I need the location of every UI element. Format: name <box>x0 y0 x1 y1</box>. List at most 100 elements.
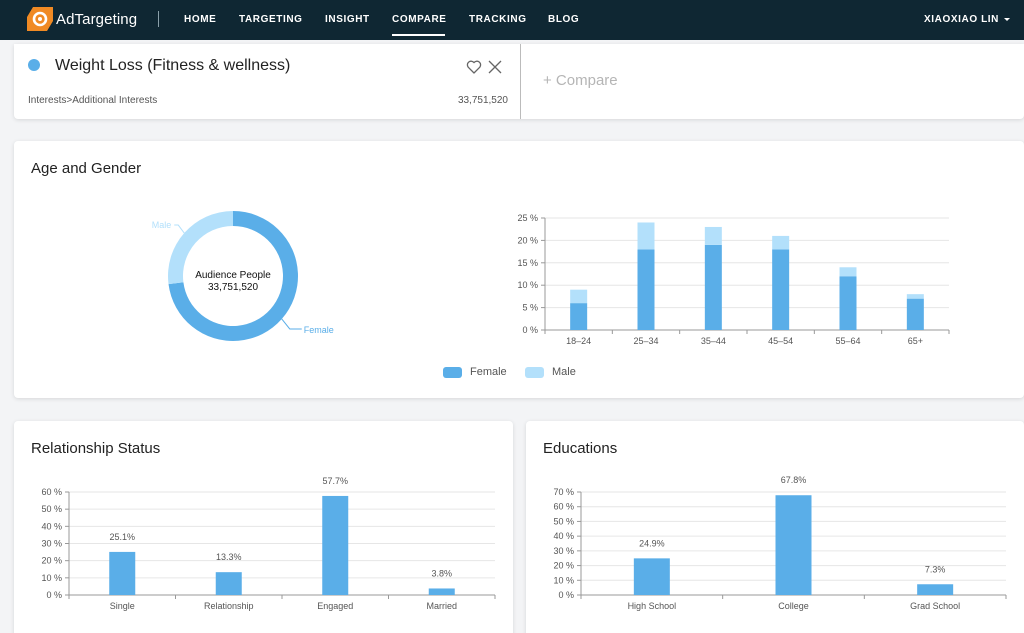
user-menu[interactable]: XIAOXIAO LIN <box>924 14 1010 25</box>
logo-icon <box>27 7 53 31</box>
y-tick-label: 15 % <box>517 258 538 268</box>
donut-label-male: Male <box>152 220 172 230</box>
y-tick-label: 25 % <box>517 213 538 223</box>
bar <box>322 495 349 595</box>
nav-divider <box>158 11 159 27</box>
y-tick-label: 60 % <box>553 502 574 512</box>
audience-path: Interests>Additional Interests <box>28 95 158 106</box>
bar-data-label: 67.8% <box>781 475 807 485</box>
bar <box>215 572 242 595</box>
top-navbar: AdTargeting HOME TARGETING INSIGHT COMPA… <box>0 0 1024 40</box>
relationship-bar-chart: 0 % 10 % 20 % 30 % 40 % 50 % 60 % Single 25.1% Re… <box>41 476 496 611</box>
y-tick-label: 0 % <box>46 590 62 600</box>
close-icon[interactable] <box>487 59 503 80</box>
audience-actions <box>466 59 503 80</box>
y-tick-label: 40 % <box>41 521 62 531</box>
y-tick-label: 70 % <box>553 487 574 497</box>
bar-data-label: 24.9% <box>639 538 665 548</box>
bar-female <box>637 249 655 330</box>
caret-down-icon <box>1004 17 1010 21</box>
bar-female <box>772 249 790 330</box>
bar-male <box>637 222 655 250</box>
bar-male <box>906 294 924 299</box>
y-tick-label: 10 % <box>553 575 574 585</box>
donut-leader-male <box>174 224 185 234</box>
bar-female <box>839 276 857 330</box>
nav-item-blog[interactable]: BLOG <box>548 14 580 25</box>
bar-data-label: 13.3% <box>216 552 242 562</box>
bar-male <box>570 289 588 304</box>
x-tick-label: 25–34 <box>633 336 658 346</box>
x-tick-label: 55–64 <box>835 336 860 346</box>
add-compare-button[interactable]: + Compare <box>543 72 618 89</box>
bar-data-label: 25.1% <box>109 532 135 542</box>
x-tick-label: 35–44 <box>701 336 726 346</box>
x-tick-label: Married <box>426 601 457 611</box>
bar-data-label: 3.8% <box>431 568 452 578</box>
y-tick-label: 10 % <box>41 573 62 583</box>
bar-female <box>570 303 588 330</box>
x-tick-label: 45–54 <box>768 336 793 346</box>
x-tick-label: Single <box>110 601 135 611</box>
donut-center-value: 33,751,520 <box>208 282 258 293</box>
nav-item-tracking[interactable]: TRACKING <box>469 14 527 25</box>
y-tick-label: 50 % <box>553 516 574 526</box>
legend-swatch-female <box>443 366 462 378</box>
nav-item-home[interactable]: HOME <box>184 14 217 25</box>
donut-leader-female <box>281 318 302 330</box>
legend-label-male: Male <box>552 366 576 378</box>
bar-male <box>772 235 790 250</box>
bar <box>775 495 812 595</box>
audience-count: 33,751,520 <box>457 95 508 106</box>
logo[interactable]: AdTargeting <box>27 7 137 31</box>
education-title: Educations <box>543 440 618 457</box>
legend-item-female[interactable]: Female <box>443 366 507 378</box>
bar-data-label: 7.3% <box>925 564 946 574</box>
y-tick-label: 60 % <box>41 487 62 497</box>
y-tick-label: 20 % <box>553 561 574 571</box>
nav-item-targeting[interactable]: TARGETING <box>239 14 303 25</box>
bar-data-label: 57.7% <box>322 476 348 486</box>
education-bar-chart: 0 % 10 % 20 % 30 % 40 % 50 % 60 % 70 % High Scho… <box>553 475 1007 611</box>
x-tick-label: Grad School <box>910 601 960 611</box>
y-tick-label: 30 % <box>553 546 574 556</box>
bar <box>428 588 455 595</box>
x-tick-label: Relationship <box>204 601 254 611</box>
relationship-title: Relationship Status <box>31 440 161 457</box>
education-card <box>526 421 1024 633</box>
heart-icon[interactable] <box>466 59 482 80</box>
y-tick-label: 50 % <box>41 504 62 514</box>
nav-item-insight[interactable]: INSIGHT <box>325 14 370 25</box>
audience-card <box>14 44 1024 119</box>
x-tick-label: 65+ <box>908 336 923 346</box>
x-tick-label: College <box>778 601 809 611</box>
bar <box>633 558 670 595</box>
donut-label-female: Female <box>304 325 334 335</box>
y-tick-label: 10 % <box>517 280 538 290</box>
donut-slice-male <box>168 211 233 285</box>
x-tick-label: Engaged <box>317 601 353 611</box>
compare-divider <box>520 44 521 119</box>
bar-male <box>839 267 857 277</box>
y-tick-label: 20 % <box>517 235 538 245</box>
bar-female <box>704 244 722 330</box>
bar <box>917 584 954 595</box>
donut-center-label: Audience People <box>195 270 271 281</box>
relationship-card <box>14 421 513 633</box>
legend-item-male[interactable]: Male <box>525 366 576 378</box>
y-tick-label: 40 % <box>553 531 574 541</box>
user-name: XIAOXIAO LIN <box>924 14 999 25</box>
y-tick-label: 20 % <box>41 556 62 566</box>
age-bar-chart: 0 % 5 % 10 % 15 % 20 % 25 % 18–24 25–34 35–44 45–… <box>517 213 950 346</box>
y-tick-label: 30 % <box>41 539 62 549</box>
nav-item-compare[interactable]: COMPARE <box>392 14 447 25</box>
bar-female <box>906 298 924 330</box>
x-tick-label: High School <box>628 601 677 611</box>
audience-title: Weight Loss (Fitness & wellness) <box>55 57 291 74</box>
y-tick-label: 5 % <box>522 303 538 313</box>
x-tick-label: 18–24 <box>566 336 591 346</box>
y-tick-label: 0 % <box>522 325 538 335</box>
legend-label-female: Female <box>470 366 507 378</box>
legend-swatch-male <box>525 366 544 378</box>
logo-text: AdTargeting <box>56 10 138 28</box>
